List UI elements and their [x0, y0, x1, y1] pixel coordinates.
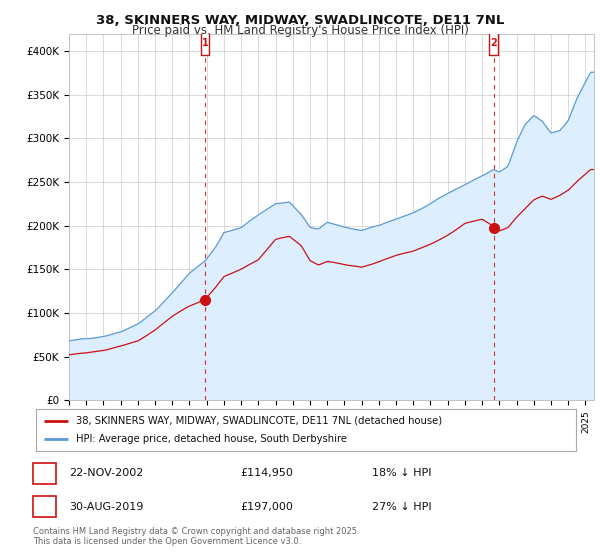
Text: 1: 1	[202, 38, 208, 48]
Text: 38, SKINNERS WAY, MIDWAY, SWADLINCOTE, DE11 7NL (detached house): 38, SKINNERS WAY, MIDWAY, SWADLINCOTE, D…	[77, 416, 443, 426]
Text: 2: 2	[490, 38, 497, 48]
Text: 1: 1	[41, 468, 48, 478]
Text: Contains HM Land Registry data © Crown copyright and database right 2025.
This d: Contains HM Land Registry data © Crown c…	[33, 526, 359, 546]
Text: 18% ↓ HPI: 18% ↓ HPI	[372, 468, 431, 478]
FancyBboxPatch shape	[200, 31, 209, 55]
Text: Price paid vs. HM Land Registry's House Price Index (HPI): Price paid vs. HM Land Registry's House …	[131, 24, 469, 37]
Text: 38, SKINNERS WAY, MIDWAY, SWADLINCOTE, DE11 7NL: 38, SKINNERS WAY, MIDWAY, SWADLINCOTE, D…	[96, 14, 504, 27]
FancyBboxPatch shape	[489, 31, 498, 55]
Text: 27% ↓ HPI: 27% ↓ HPI	[372, 502, 431, 512]
Text: HPI: Average price, detached house, South Derbyshire: HPI: Average price, detached house, Sout…	[77, 434, 347, 444]
Text: 2: 2	[41, 502, 48, 512]
Text: £114,950: £114,950	[240, 468, 293, 478]
Text: 30-AUG-2019: 30-AUG-2019	[69, 502, 143, 512]
Text: £197,000: £197,000	[240, 502, 293, 512]
Text: 22-NOV-2002: 22-NOV-2002	[69, 468, 143, 478]
